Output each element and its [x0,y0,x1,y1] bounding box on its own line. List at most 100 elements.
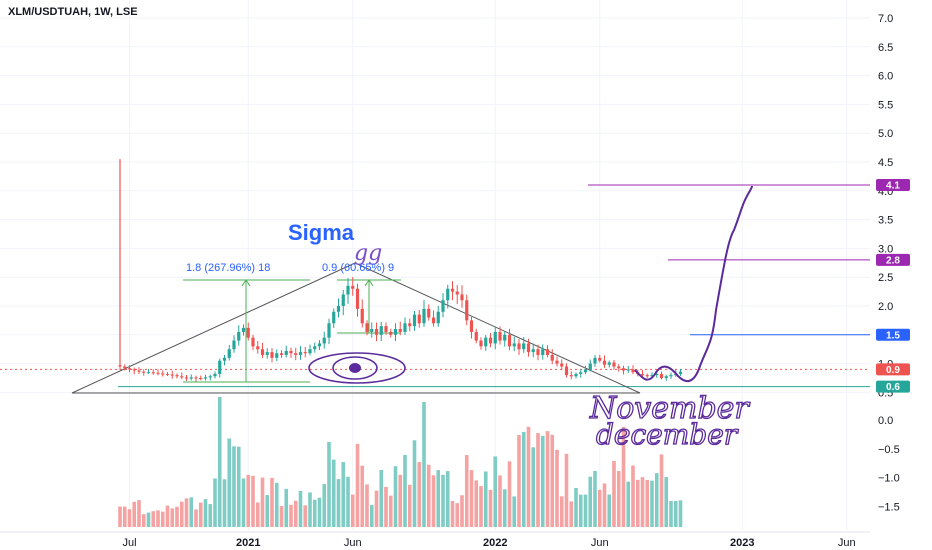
volume-bar [127,509,132,527]
volume-bar [540,435,545,527]
eye-inner-circle [332,356,378,380]
candle-body [650,375,654,377]
candle-body [208,376,212,378]
volume-bar [360,465,365,527]
candle-body [602,360,607,365]
chart-title: XLM/USDTUAH, 1W, LSE [8,6,138,18]
candle-body [180,376,184,378]
candlestick-series [118,159,683,382]
sigma-annotation[interactable]: Sigma [288,220,355,245]
volume-bar [407,484,412,527]
volume-bar [322,484,327,527]
time-tick-label: 2023 [730,537,754,549]
candle-body [517,343,521,350]
candle-body [550,354,554,361]
volume-bar [393,466,398,527]
volume-bar [217,397,222,527]
candle-body [503,334,507,341]
volume-bar [388,495,393,527]
price-level-badges: 4.1 2.8 1.5 0.9 0.6 [876,179,910,393]
volume-bar [564,453,569,527]
time-axis[interactable]: Jul 2021 Jun 2022 Jun 2023 Jun [0,531,870,549]
candle-body [194,377,198,379]
price-tick-label: 2.0 [878,301,893,313]
price-tick-label: 5.5 [878,99,893,111]
volume-bar [479,486,483,527]
candle-body [199,378,203,379]
volume-tick-label: −1.5 [878,501,900,513]
volume-bar [626,481,631,527]
volume-bar [607,494,612,527]
volume-bar [165,505,170,527]
level-badge [876,363,910,376]
volume-bar [412,440,417,527]
volume-bar [502,489,507,527]
candle-body [222,357,227,361]
volume-bar [659,454,664,527]
candle-body [446,288,450,301]
candle-body [346,285,350,295]
candle-body [560,363,564,367]
time-tick-label: 2021 [236,537,260,549]
horizontal-levels[interactable] [0,184,870,388]
candle-body [465,300,469,321]
candle-body [541,349,545,355]
candle-body [184,377,189,379]
volume-bar [260,477,265,527]
volume-bar [550,434,555,527]
volume-bar [146,512,151,527]
price-tick-label: 3.5 [878,215,893,227]
price-tick-label: 4.5 [878,157,893,169]
candle-body [574,373,578,377]
price-axis[interactable]: 7.06.56.05.55.04.54.03.53.02.52.01.51.00… [878,13,893,399]
candle-body [488,337,493,344]
time-tick-label: Jun [344,537,362,549]
volume-bar [588,476,593,527]
candle-body [142,371,146,373]
candle-body [664,376,668,378]
candle-body [536,349,540,355]
candle-body [237,331,241,341]
candle-body [417,314,421,324]
candle-body [265,352,269,355]
volume-bar [654,473,659,527]
level-badge [876,179,910,192]
candle-body [617,366,621,369]
gg-annotation[interactable]: gg [354,241,382,266]
volume-bar [327,441,331,527]
november-annotation[interactable]: November [588,390,751,426]
volume-bar [213,478,217,527]
candle-body [132,369,136,371]
volume-bar [650,480,654,527]
volume-bar [251,475,255,527]
volume-bar [469,470,474,527]
december-annotation[interactable]: december [595,417,739,451]
volume-axis: 0.0 −0.5 −1.0 −1.5 [878,415,900,513]
forecast-path[interactable] [634,185,753,383]
volume-bar [293,500,298,527]
candle-body [365,323,369,332]
candle-body [569,375,573,377]
eye-outer-circle [308,352,406,384]
candle-body [289,350,293,354]
volume-bar [583,494,588,527]
candle-body [294,353,298,355]
candle-body [427,308,431,318]
volume-bar [284,488,289,527]
candle-body [645,375,649,377]
candle-body [612,362,616,367]
volume-bar [488,489,493,527]
volume-bar [498,475,502,527]
volume-bar [526,426,531,527]
candle-body [213,373,217,377]
candle-body [123,366,127,369]
candle-body [151,372,155,374]
volume-bar [621,427,626,527]
candle-body [531,349,535,353]
candle-body [279,353,284,355]
volume-bar [431,475,436,527]
candle-body [479,340,483,347]
volume-bar [536,433,540,527]
volume-bar [122,506,127,527]
